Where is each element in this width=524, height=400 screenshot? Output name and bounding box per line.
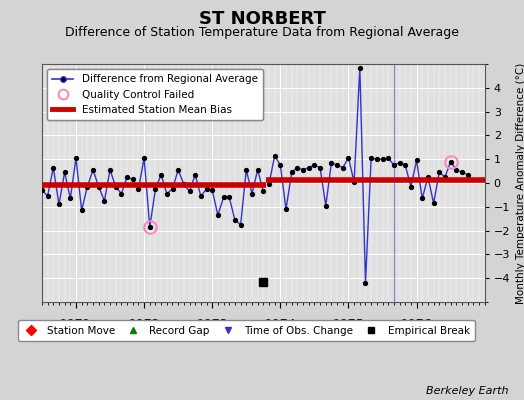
Text: Difference of Station Temperature Data from Regional Average: Difference of Station Temperature Data f… — [65, 26, 459, 39]
Y-axis label: Monthly Temperature Anomaly Difference (°C): Monthly Temperature Anomaly Difference (… — [516, 62, 524, 304]
Legend: Difference from Regional Average, Quality Control Failed, Estimated Station Mean: Difference from Regional Average, Qualit… — [47, 69, 263, 120]
Text: 1974: 1974 — [265, 318, 296, 331]
Text: Berkeley Earth: Berkeley Earth — [426, 386, 508, 396]
Legend: Station Move, Record Gap, Time of Obs. Change, Empirical Break: Station Move, Record Gap, Time of Obs. C… — [18, 320, 475, 341]
Text: 1972: 1972 — [128, 318, 160, 331]
Text: 1976: 1976 — [401, 318, 432, 331]
Text: ST NORBERT: ST NORBERT — [199, 10, 325, 28]
Text: 1975: 1975 — [333, 318, 364, 331]
Text: 1971: 1971 — [60, 318, 92, 331]
Text: 1973: 1973 — [196, 318, 228, 331]
